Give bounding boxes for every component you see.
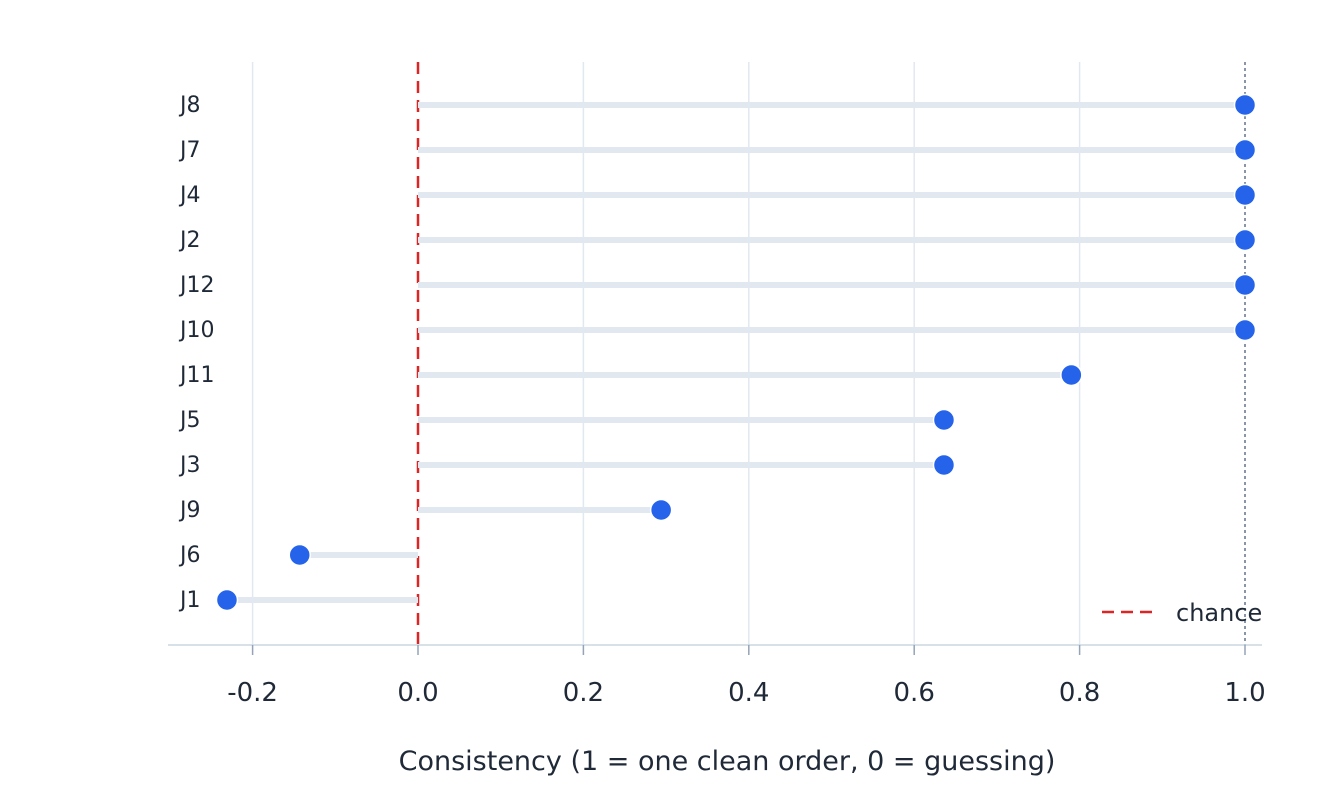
category-label-J7: J7 [178, 138, 201, 163]
dot-J9 [649, 498, 673, 522]
x-tick-label: 0.8 [1059, 678, 1100, 708]
dot-J8 [1233, 93, 1257, 117]
dot-J2 [1233, 228, 1257, 252]
dot-J11 [1060, 363, 1083, 387]
x-tick-label: 0.2 [563, 678, 604, 708]
x-axis-title: Consistency (1 = one clean order, 0 = gu… [399, 746, 1056, 777]
dot-J3 [932, 453, 956, 477]
category-label-J1: J1 [178, 588, 201, 613]
legend: chance [1102, 599, 1262, 627]
legend-chance-label: chance [1176, 599, 1262, 627]
x-tick-label: 1.0 [1224, 678, 1265, 708]
dot-J5 [932, 408, 956, 432]
lollipop-stems [226, 102, 1245, 603]
x-tick-label: -0.2 [227, 678, 278, 708]
x-tick-label: 0.0 [397, 678, 438, 708]
category-label-J6: J6 [178, 543, 201, 568]
dot-J4 [1233, 183, 1257, 207]
lollipop-dots [215, 93, 1257, 612]
dot-J6 [288, 543, 311, 567]
category-label-J4: J4 [178, 183, 201, 208]
category-label-J5: J5 [178, 408, 201, 433]
dot-J7 [1233, 138, 1257, 162]
category-labels: J8 J7 J4 J2 J12 J10 J11 J5 J3 J9 J6 J1 [178, 93, 214, 613]
category-label-J10: J10 [178, 318, 214, 343]
category-label-J9: J9 [178, 498, 201, 523]
category-label-J2: J2 [178, 228, 201, 253]
category-label-J8: J8 [178, 93, 201, 118]
x-tick-label: 0.6 [894, 678, 935, 708]
category-label-J12: J12 [178, 273, 214, 298]
category-label-J3: J3 [178, 453, 201, 478]
x-axis: -0.2 0.0 0.2 0.4 0.6 0.8 1.0 [168, 644, 1266, 708]
dot-J1 [215, 588, 239, 612]
dot-J10 [1233, 318, 1257, 342]
dot-J12 [1233, 273, 1257, 297]
x-tick-label: 0.4 [728, 678, 769, 708]
category-label-J11: J11 [178, 363, 214, 388]
grid-lines [251, 62, 1081, 645]
